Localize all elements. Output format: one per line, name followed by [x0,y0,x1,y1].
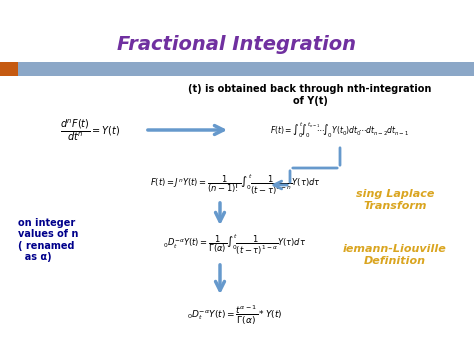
Text: (t) is obtained back through nth-integration
of Y(t): (t) is obtained back through nth-integra… [188,84,432,106]
Text: iemann-Liouville
Definition: iemann-Liouville Definition [343,244,447,266]
Text: on integer
values of n
( renamed
  as α): on integer values of n ( renamed as α) [18,218,78,262]
Text: ${}_0 D_t^{-\alpha} Y(t) = \dfrac{t^{\alpha-1}}{\Gamma(\alpha)} * Y(t)$: ${}_0 D_t^{-\alpha} Y(t) = \dfrac{t^{\al… [187,304,283,327]
Text: $\dfrac{d^n F(t)}{dt^n} = Y(t)$: $\dfrac{d^n F(t)}{dt^n} = Y(t)$ [60,117,120,143]
Bar [0,62,474,76]
Text: Fractional Integration: Fractional Integration [118,36,356,55]
Text: sing Laplace
Transform: sing Laplace Transform [356,189,434,211]
Text: ${}_0 D_t^{-\alpha} Y(t) = \dfrac{1}{\Gamma(\alpha)}\int_0^t \dfrac{1}{(t-\tau)^: ${}_0 D_t^{-\alpha} Y(t) = \dfrac{1}{\Ga… [164,233,307,257]
Bar [0,62,18,76]
Text: $F(t) = \int_0^t \!\int_0^{t_{n-1}}\!\! \cdots \!\int_0 Y(t_0)dt_0 \!\cdots\! dt: $F(t) = \int_0^t \!\int_0^{t_{n-1}}\!\! … [270,120,410,140]
Text: $F(t) = J^n Y(t) = \dfrac{1}{(n-1)!}\int_0^t \dfrac{1}{(t-\tau)^{1-n}} Y(\tau)d\: $F(t) = J^n Y(t) = \dfrac{1}{(n-1)!}\int… [150,173,320,197]
